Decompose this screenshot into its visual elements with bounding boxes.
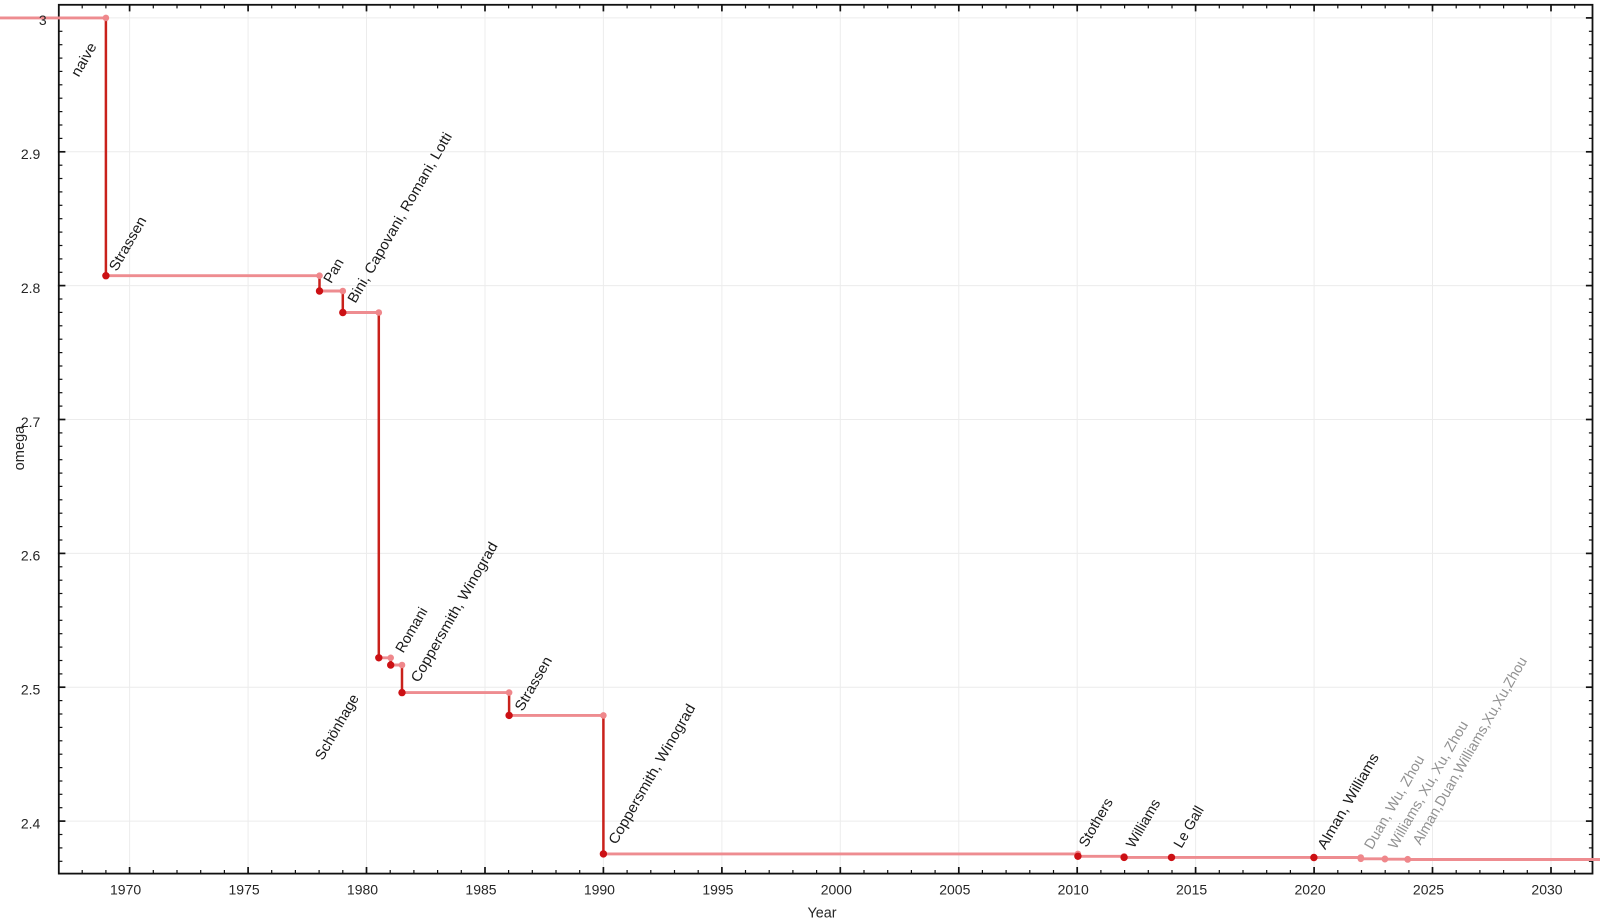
svg-text:1995: 1995	[702, 881, 733, 897]
svg-text:1970: 1970	[110, 881, 141, 897]
svg-text:2.7: 2.7	[21, 414, 41, 430]
svg-text:2.8: 2.8	[21, 280, 41, 296]
svg-text:2020: 2020	[1295, 881, 1326, 897]
svg-text:2.6: 2.6	[21, 548, 41, 564]
svg-text:2010: 2010	[1058, 881, 1089, 897]
svg-text:Year: Year	[807, 906, 836, 920]
svg-text:2005: 2005	[939, 881, 970, 897]
svg-text:1980: 1980	[347, 881, 378, 897]
svg-text:2000: 2000	[821, 881, 852, 897]
svg-text:omega: omega	[12, 425, 28, 471]
svg-text:2.4: 2.4	[21, 815, 41, 831]
svg-text:3: 3	[39, 12, 47, 28]
svg-text:2030: 2030	[1531, 881, 1562, 897]
svg-text:2015: 2015	[1176, 881, 1207, 897]
svg-text:2.5: 2.5	[21, 682, 41, 698]
svg-text:1975: 1975	[229, 881, 260, 897]
svg-text:1985: 1985	[465, 881, 496, 897]
svg-text:2025: 2025	[1413, 881, 1444, 897]
svg-text:2.9: 2.9	[21, 146, 41, 162]
svg-text:1990: 1990	[584, 881, 615, 897]
